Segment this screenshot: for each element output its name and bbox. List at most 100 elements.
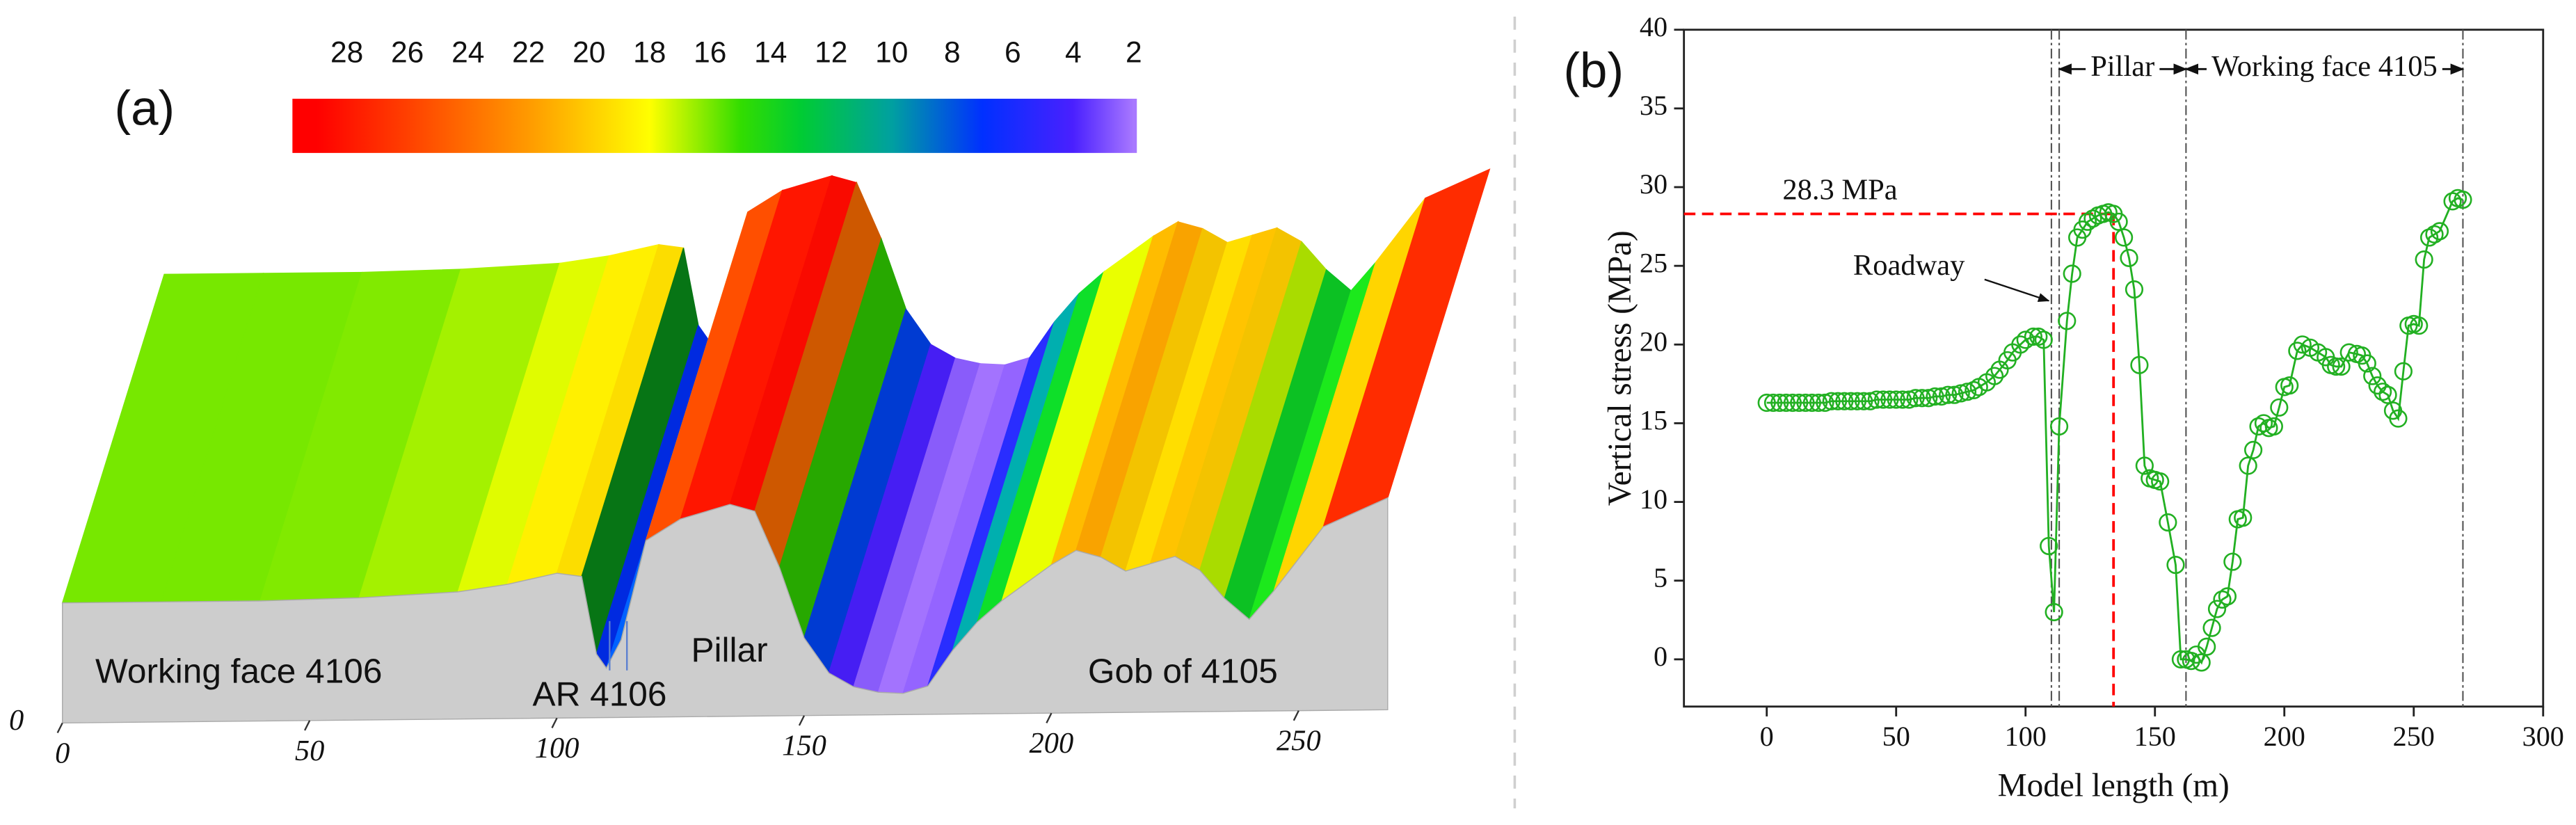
- data-point: [1880, 390, 1899, 409]
- data-point: [1822, 392, 1841, 410]
- data-point: [2040, 536, 2058, 556]
- colorbar-tick-label: 16: [694, 36, 726, 69]
- reference-label: 28.3 MPa: [1782, 174, 1897, 207]
- data-point: [1855, 392, 1873, 410]
- data-point: [2239, 456, 2257, 475]
- annotation: Gob of 4105: [1088, 652, 1278, 691]
- colorbar-tick-label: 12: [815, 36, 847, 69]
- data-point: [2063, 264, 2081, 283]
- data-point: [1900, 390, 1919, 409]
- data-point: [1867, 390, 1886, 409]
- colorbar-tick-label: 4: [1065, 36, 1082, 69]
- data-point: [2327, 357, 2346, 376]
- x-tick: [551, 717, 558, 728]
- data-point: [2058, 312, 2077, 330]
- y-axis-label: Vertical stress (MPa): [1602, 230, 1638, 506]
- annotation: Working face 4106: [95, 652, 382, 691]
- y-tick-label: 0: [1654, 641, 1667, 672]
- data-point: [2443, 192, 2462, 211]
- data-point: [2264, 417, 2283, 436]
- x-tick-label: 0: [55, 737, 70, 769]
- data-point: [1958, 383, 1977, 401]
- data-point: [2114, 228, 2134, 247]
- data-point: [2223, 552, 2242, 571]
- data-point: [2410, 317, 2429, 335]
- data-point: [2389, 409, 2408, 428]
- data-point: [2011, 335, 2030, 354]
- x-tick-label: 100: [2005, 721, 2047, 752]
- data-point: [2207, 600, 2227, 618]
- span-label-bg: [2086, 51, 2160, 88]
- data-point: [2034, 330, 2053, 349]
- annotation: AR 4106: [533, 675, 667, 714]
- x-tick-label: 300: [2522, 721, 2564, 752]
- colorbar-tick-label: 8: [944, 36, 961, 69]
- y-tick-label: 15: [1640, 405, 1667, 436]
- data-point: [2049, 417, 2069, 436]
- data-point: [2270, 398, 2289, 417]
- data-point: [2358, 354, 2376, 373]
- colorbar-tick-label: 24: [451, 36, 484, 69]
- span-label: Working face 4105: [2211, 50, 2438, 83]
- data-point: [2332, 357, 2351, 376]
- data-point: [2198, 637, 2216, 656]
- x-tick-label: 0: [1760, 721, 1774, 752]
- data-point: [2430, 222, 2449, 241]
- data-point: [2243, 440, 2263, 460]
- colorbar: [292, 98, 1137, 153]
- span-label-bg: [2206, 51, 2442, 88]
- data-point: [2339, 343, 2358, 362]
- data-point: [1965, 381, 1983, 400]
- data-point: [1932, 387, 1951, 406]
- data-point: [2125, 280, 2144, 299]
- y-tick-label: 40: [1640, 11, 1667, 42]
- x-axis-label: Model length (m): [1998, 768, 2230, 804]
- data-point: [1906, 389, 1925, 408]
- z-tick-label: 0: [9, 704, 24, 737]
- data-point: [1809, 393, 1828, 412]
- data-point: [1887, 390, 1905, 409]
- panel-label: (b): [1563, 43, 1624, 98]
- x-tick: [56, 722, 63, 734]
- data-point: [1919, 389, 1938, 408]
- colorbar-tick-label: 20: [573, 36, 605, 69]
- x-tick-label: 250: [2393, 721, 2435, 752]
- x-tick: [798, 715, 806, 726]
- data-point: [2374, 383, 2392, 401]
- y-tick-label: 25: [1640, 247, 1667, 278]
- data-point: [2016, 330, 2035, 349]
- data-point: [2166, 555, 2185, 575]
- data-point: [2083, 209, 2102, 228]
- data-point: [1893, 390, 1912, 409]
- data-point: [1796, 393, 1815, 412]
- annotation-arrow: [1984, 278, 2050, 302]
- y-tick-label: 35: [1640, 90, 1667, 121]
- x-tick-label: 150: [2134, 721, 2176, 752]
- data-point: [1848, 392, 1867, 410]
- data-point: [2254, 414, 2273, 433]
- y-tick-label: 30: [1640, 168, 1667, 200]
- x-tick-label: 250: [1277, 725, 1321, 758]
- data-point: [2120, 248, 2138, 267]
- data-point: [1873, 390, 1893, 409]
- data-point: [1861, 392, 1880, 410]
- data-point: [2425, 225, 2444, 244]
- panel-label: (a): [115, 81, 175, 136]
- data-point: [1763, 393, 1783, 412]
- data-point: [1802, 393, 1821, 412]
- colorbar-tick-label: 10: [875, 36, 908, 69]
- data-point: [2135, 456, 2154, 475]
- data-point: [1757, 393, 1776, 412]
- x-tick-label: 200: [1030, 727, 1074, 760]
- colorbar-tick-label: 22: [512, 36, 545, 69]
- data-point: [1926, 387, 1944, 406]
- data-point: [1816, 393, 1834, 412]
- annotation: Pillar: [691, 630, 767, 669]
- data-point: [1912, 389, 1932, 408]
- y-tick-label: 5: [1654, 562, 1667, 593]
- surface-front-face: [62, 497, 1389, 724]
- data-point: [2045, 602, 2063, 622]
- data-point: [2280, 376, 2299, 395]
- colorbar-tick-label: 6: [1005, 36, 1021, 69]
